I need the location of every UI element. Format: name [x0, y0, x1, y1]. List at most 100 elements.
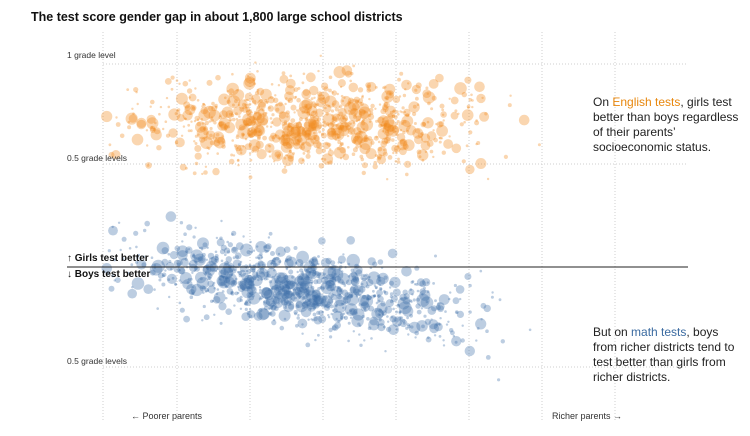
math-point: [311, 318, 315, 322]
math-point: [406, 323, 410, 327]
math-point: [352, 285, 364, 296]
math-point: [259, 288, 262, 292]
math-point: [346, 311, 349, 315]
english-point: [115, 116, 118, 119]
english-point: [332, 128, 335, 131]
english-point: [354, 115, 357, 118]
math-point: [192, 253, 195, 256]
math-point: [265, 298, 273, 306]
english-point: [234, 99, 238, 104]
math-point: [258, 308, 263, 313]
english-point: [394, 160, 398, 163]
english-point: [381, 90, 394, 103]
english-point: [311, 101, 317, 107]
math-point: [329, 335, 333, 339]
english-point: [304, 130, 311, 137]
math-point: [161, 258, 169, 266]
math-point: [373, 294, 377, 298]
math-point: [202, 264, 212, 274]
english-point: [210, 118, 214, 123]
english-point: [108, 151, 115, 158]
english-point: [336, 117, 340, 120]
math-point: [268, 307, 271, 311]
math-point: [286, 292, 289, 296]
english-point: [348, 127, 354, 133]
math-point: [485, 329, 489, 334]
english-point: [385, 96, 390, 101]
english-point: [299, 146, 303, 149]
math-point: [419, 289, 431, 301]
math-point: [201, 252, 206, 257]
math-point: [304, 299, 312, 307]
english-point: [251, 120, 255, 124]
english-point: [331, 91, 334, 94]
english-point: [362, 128, 365, 131]
english-point: [397, 77, 401, 82]
math-point: [300, 263, 304, 267]
math-point: [208, 276, 212, 280]
math-point: [340, 316, 343, 319]
english-point: [337, 79, 346, 88]
english-point: [206, 152, 209, 155]
math-point: [394, 317, 399, 323]
math-point: [337, 286, 341, 290]
math-point: [220, 259, 224, 263]
math-point: [241, 272, 250, 281]
english-point: [219, 114, 222, 118]
math-point: [285, 283, 291, 289]
math-point: [442, 339, 445, 342]
math-point: [206, 246, 209, 249]
math-point: [117, 221, 121, 224]
english-point: [234, 112, 238, 116]
math-point: [301, 332, 304, 335]
english-point: [358, 119, 361, 122]
english-point: [228, 93, 233, 98]
english-point: [370, 111, 374, 115]
english-point: [285, 141, 293, 149]
math-point: [246, 292, 252, 298]
math-point: [445, 323, 449, 326]
english-point: [333, 146, 346, 159]
math-point: [389, 292, 394, 296]
math-point: [296, 270, 299, 274]
english-point: [310, 120, 322, 131]
math-point: [299, 268, 304, 273]
english-point: [248, 113, 251, 117]
english-point: [328, 88, 332, 93]
english-point: [435, 122, 438, 126]
english-point: [297, 139, 301, 143]
english-point: [361, 121, 366, 126]
x-label-poorer: ← Poorer parents: [131, 411, 203, 421]
english-point: [228, 158, 235, 165]
math-point: [350, 295, 353, 298]
english-point: [392, 151, 395, 155]
english-point: [385, 140, 389, 144]
math-point: [419, 280, 427, 288]
english-tests-highlight: English tests: [612, 95, 681, 109]
english-point: [285, 78, 296, 89]
english-point: [167, 105, 171, 109]
math-point: [331, 269, 344, 281]
english-point: [304, 118, 317, 132]
math-point: [390, 295, 398, 303]
math-point: [397, 323, 401, 327]
math-point: [347, 275, 351, 278]
english-point: [465, 144, 469, 148]
english-point: [277, 84, 281, 87]
math-point: [339, 288, 343, 292]
english-point: [426, 131, 437, 141]
english-point: [307, 116, 320, 129]
math-point: [305, 286, 315, 296]
math-point: [304, 288, 308, 291]
math-point: [259, 295, 264, 300]
english-point: [471, 99, 474, 102]
math-point: [389, 315, 397, 323]
english-point: [256, 149, 267, 160]
math-point: [384, 350, 387, 353]
math-point: [230, 269, 234, 273]
math-point: [333, 272, 337, 276]
math-point: [194, 226, 197, 229]
english-point: [281, 130, 291, 140]
english-point: [476, 141, 481, 145]
math-point: [438, 294, 450, 305]
